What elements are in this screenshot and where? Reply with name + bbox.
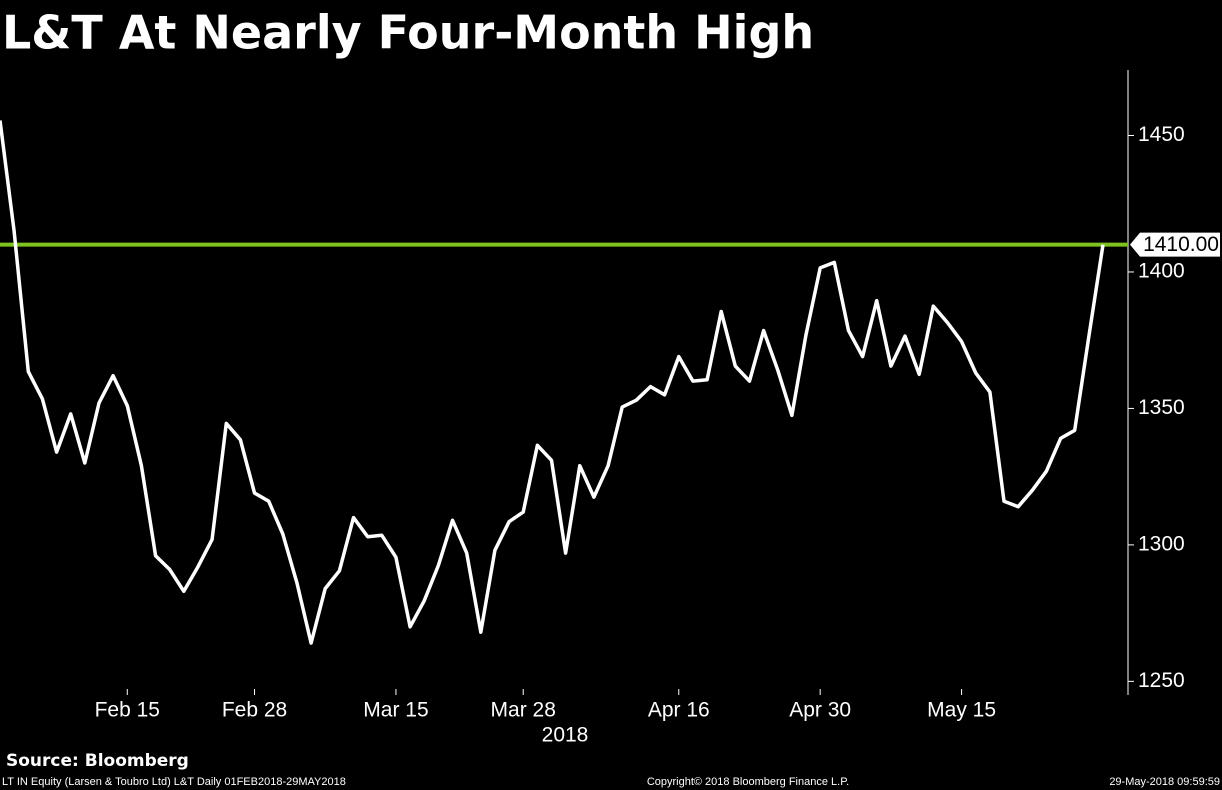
price-tag: [1130, 232, 1220, 257]
footer-center: Copyright© 2018 Bloomberg Finance L.P.: [647, 776, 849, 788]
x-axis-label: 2018: [542, 724, 589, 747]
chart-title: L&T At Nearly Four-Month High: [2, 6, 814, 60]
footer-left: LT IN Equity (Larsen & Toubro Ltd) L&T D…: [2, 776, 346, 788]
y-tick-label: 1250: [1138, 669, 1185, 692]
x-tick-label: Apr 30: [789, 699, 851, 722]
x-tick-label: Feb 15: [95, 699, 160, 722]
source: Source: Bloomberg: [6, 751, 189, 771]
y-tick-label: 1350: [1138, 396, 1185, 419]
x-tick-label: May 15: [927, 699, 996, 722]
y-tick-label: 1400: [1138, 260, 1185, 283]
y-tick-label: 1450: [1138, 123, 1185, 146]
x-tick-label: Feb 28: [222, 699, 287, 722]
x-tick-label: Mar 28: [491, 699, 556, 722]
price-line: [0, 120, 1105, 645]
x-tick-label: Apr 16: [648, 699, 710, 722]
y-tick-label: 1300: [1138, 532, 1185, 555]
price-tag-label: 1410.00: [1143, 233, 1219, 256]
footer-right: 29-May-2018 09:59:59: [1109, 776, 1220, 788]
x-tick-label: Mar 15: [363, 699, 428, 722]
